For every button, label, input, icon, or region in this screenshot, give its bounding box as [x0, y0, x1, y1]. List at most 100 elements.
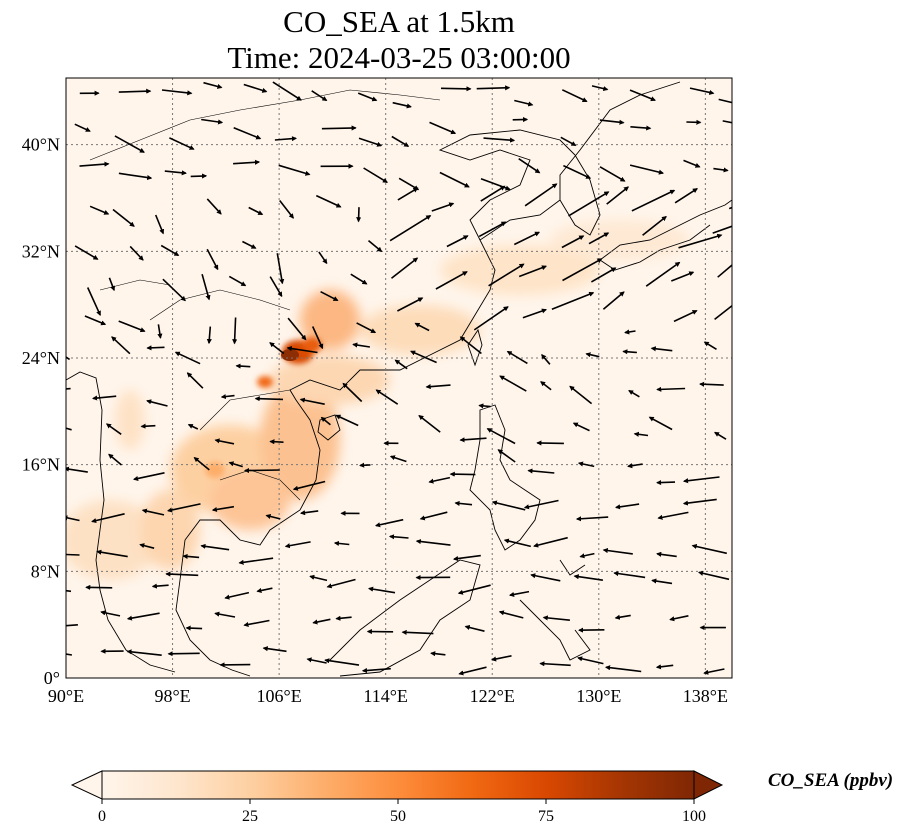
wind-arrow: [358, 137, 383, 147]
lat-tick-label: 32°N: [22, 241, 60, 261]
wind-arrow: [650, 346, 673, 352]
wind-arrow: [579, 552, 595, 559]
wind-arrow: [527, 468, 555, 474]
wind-arrow: [200, 543, 230, 551]
wind-arrow: [678, 233, 723, 249]
wind-arrow: [114, 135, 145, 153]
wind-arrow: [602, 291, 625, 310]
wind-arrow: [118, 172, 153, 181]
wind-arrow: [631, 189, 676, 212]
wind-arrow: [201, 118, 224, 125]
wind-arrow: [499, 375, 527, 392]
wind-arrow: [633, 431, 649, 437]
co-concentration-field: [66, 220, 690, 580]
wind-arrow: [66, 553, 80, 556]
wind-arrow: [569, 385, 593, 405]
wind-arrow: [591, 85, 609, 92]
wind-arrow: [629, 89, 656, 102]
wind-arrow: [714, 431, 727, 440]
wind-arrow: [312, 618, 331, 625]
colorbar-tick-label: 100: [682, 808, 706, 825]
colorbar-gradient: [101, 770, 695, 800]
wind-arrow: [452, 554, 481, 562]
wind-arrow: [154, 214, 165, 235]
wind-arrow: [391, 257, 419, 279]
wind-arrow: [542, 615, 570, 621]
wind-arrow: [233, 126, 262, 140]
wind-arrow: [228, 275, 247, 287]
wind-arrow: [320, 416, 331, 426]
wind-arrow: [126, 649, 162, 656]
colorbar: 0 25 50 75 100: [70, 770, 724, 825]
wind-arrow: [224, 591, 250, 600]
colorbar-tick-label: 75: [538, 808, 554, 825]
wind-arrow: [66, 624, 78, 627]
wind-arrow: [712, 225, 732, 234]
wind-arrow: [356, 322, 377, 334]
wind-arrow: [272, 81, 302, 101]
wind-arrow: [112, 208, 135, 227]
wind-arrow: [563, 164, 592, 179]
wind-arrow: [425, 384, 451, 390]
wind-arrow: [439, 171, 470, 188]
wind-arrow: [350, 273, 368, 285]
wind-arrow: [167, 651, 200, 657]
wind-arrow: [518, 158, 541, 174]
wind-arrow: [394, 359, 408, 370]
wind-arrow: [478, 221, 507, 238]
wind-arrow: [311, 326, 324, 350]
wind-arrow: [374, 518, 404, 528]
wind-arrow: [262, 646, 287, 653]
wind-arrow: [536, 440, 564, 446]
wind-arrow: [166, 503, 201, 513]
wind-arrow: [656, 480, 676, 486]
wind-arrow: [279, 200, 294, 219]
wind-arrow: [606, 186, 630, 205]
wind-arrow: [311, 90, 328, 102]
wind-arrow: [66, 466, 88, 473]
wind-arrow: [575, 516, 609, 522]
wind-arrow: [233, 159, 261, 165]
colorbar-tick-label: 50: [390, 808, 406, 825]
wind-arrow: [367, 586, 396, 594]
wind-arrow: [162, 278, 186, 302]
lon-tick-label: 138°E: [683, 686, 728, 706]
wind-arrow: [446, 235, 469, 248]
wind-arrow: [315, 194, 342, 208]
wind-arrow: [513, 231, 541, 246]
colorbar-extend-max: [693, 770, 724, 800]
wind-arrow: [599, 166, 626, 182]
wind-arrow: [108, 453, 123, 466]
wind-arrow: [561, 235, 585, 249]
wind-arrow: [66, 427, 72, 431]
wind-arrow: [419, 511, 448, 521]
wind-arrow: [357, 92, 378, 102]
map-background: [66, 78, 732, 678]
wind-arrow: [140, 423, 156, 429]
wind-arrow: [243, 619, 270, 627]
wind-arrow: [533, 536, 568, 548]
wind-arrow: [389, 215, 432, 242]
wind-arrow: [683, 159, 701, 168]
wind-arrow: [206, 326, 212, 345]
wind-arrow: [89, 205, 110, 215]
wind-arrow: [389, 455, 407, 463]
wind-arrow: [577, 461, 595, 468]
wind-arrow: [522, 308, 547, 319]
wind-arrow: [363, 167, 388, 183]
wind-arrow: [96, 549, 128, 558]
wind-arrow: [717, 263, 732, 278]
wind-arrow: [628, 389, 640, 398]
wind-arrow: [243, 83, 268, 93]
wind-arrow: [486, 427, 516, 445]
wind-arrow: [614, 614, 631, 620]
wind-arrow: [309, 574, 328, 582]
wind-arrow: [585, 352, 600, 358]
latitude-ticks: 0° 8°N 16°N 24°N 32°N 40°N: [22, 135, 60, 688]
wind-arrow: [540, 381, 552, 391]
wind-arrow: [286, 345, 318, 354]
wind-arrow: [722, 120, 732, 124]
wind-arrow: [129, 245, 144, 261]
wind-arrow: [435, 271, 468, 290]
wind-arrow: [655, 664, 674, 670]
